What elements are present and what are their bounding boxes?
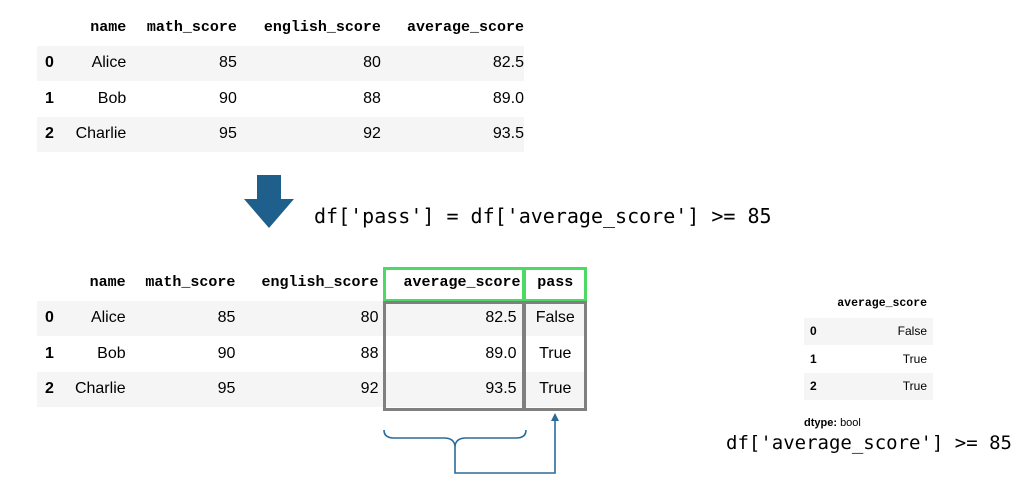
comparison-code: df['average_score'] >= 85 — [726, 432, 1012, 454]
table-row: 2 True — [804, 372, 933, 400]
average-score-cell: 89.0 — [492, 89, 524, 107]
pass-cell: False — [535, 309, 575, 327]
average-score-cell: 93.5 — [485, 380, 517, 398]
math-score-cell: 85 — [217, 309, 236, 327]
down-arrow-icon — [244, 175, 294, 228]
pass-cell: True — [539, 380, 572, 398]
table-header-row: average_score — [804, 290, 933, 318]
row-index: 2 — [45, 125, 54, 143]
value-cell: True — [902, 351, 927, 366]
math-score-cell: 90 — [219, 89, 237, 107]
english-score-cell: 80 — [360, 309, 379, 327]
math-score-cell: 95 — [219, 125, 237, 143]
index-header — [804, 290, 828, 318]
dtype-label: dtype: — [804, 417, 837, 429]
average-score-values-box — [383, 301, 525, 411]
value-cell: False — [897, 324, 927, 339]
column-header: math_score — [145, 274, 236, 292]
row-index: 1 — [45, 344, 54, 362]
table-row: 0 Alice 85 80 82.5 False — [37, 300, 586, 336]
column-header: english_score — [263, 19, 381, 37]
dtype-line: dtype: bool — [804, 417, 861, 429]
average-score-cell: 93.5 — [492, 125, 524, 143]
table-header-row: name math_score english_score average_sc… — [37, 10, 524, 46]
table-row: 1 Bob 90 88 89.0 — [37, 81, 524, 117]
pass-cell: True — [539, 344, 572, 362]
table-row: 0 Alice 85 80 82.5 — [37, 45, 524, 81]
index-header — [37, 265, 69, 301]
table-row: 2 Charlie 95 92 93.5 — [37, 116, 524, 152]
english-score-cell: 88 — [363, 89, 381, 107]
row-index: 0 — [810, 324, 817, 339]
column-header: average_score — [403, 274, 521, 292]
row-index: 2 — [810, 379, 817, 394]
column-header: math_score — [146, 19, 237, 37]
row-index: 0 — [45, 54, 54, 72]
name-cell: Bob — [97, 344, 126, 362]
math-score-cell: 95 — [217, 380, 236, 398]
english-score-cell: 92 — [363, 125, 381, 143]
average-score-cell: 82.5 — [492, 54, 524, 72]
row-index: 1 — [45, 89, 54, 107]
value-cell: True — [902, 379, 927, 394]
column-header: average_score — [837, 297, 927, 311]
english-score-cell: 88 — [360, 344, 379, 362]
name-cell: Charlie — [75, 125, 127, 143]
pass-header-highlight — [523, 267, 587, 302]
average-score-header-highlight — [383, 267, 525, 302]
bottom-dataframe-table: name math_score english_score average_sc… — [37, 265, 586, 407]
table-row: 1 True — [804, 345, 933, 373]
column-header: pass — [537, 274, 574, 292]
row-index: 0 — [45, 309, 54, 327]
row-index: 1 — [810, 351, 817, 366]
index-header — [37, 10, 69, 46]
name-cell: Charlie — [74, 380, 126, 398]
english-score-cell: 80 — [363, 54, 381, 72]
dtype-value: bool — [840, 417, 861, 429]
column-header: average_score — [406, 19, 524, 37]
name-cell: Alice — [90, 309, 126, 327]
name-cell: Alice — [91, 54, 127, 72]
average-score-cell: 82.5 — [485, 309, 517, 327]
column-header: name — [89, 274, 126, 292]
table-row: 0 False — [804, 317, 933, 345]
table-header-row: name math_score english_score average_sc… — [37, 265, 586, 301]
series-output-table: average_score 0 False 1 True 2 True — [804, 290, 933, 400]
table-row: 2 Charlie 95 92 93.5 True — [37, 371, 586, 407]
column-header: name — [90, 19, 127, 37]
pass-values-box — [523, 301, 587, 411]
assignment-code: df['pass'] = df['average_score'] >= 85 — [314, 204, 772, 228]
english-score-cell: 92 — [360, 380, 379, 398]
math-score-cell: 85 — [219, 54, 237, 72]
table-row: 1 Bob 90 88 89.0 True — [37, 336, 586, 372]
average-score-cell: 89.0 — [485, 344, 517, 362]
name-cell: Bob — [97, 89, 127, 107]
math-score-cell: 90 — [217, 344, 236, 362]
row-index: 2 — [45, 380, 54, 398]
brace-bracket-icon — [383, 413, 559, 474]
top-dataframe-table: name math_score english_score average_sc… — [37, 10, 524, 152]
column-header: english_score — [261, 274, 379, 292]
